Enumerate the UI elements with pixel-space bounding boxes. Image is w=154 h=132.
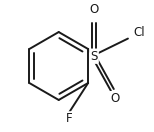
Text: F: F xyxy=(66,112,73,125)
Text: S: S xyxy=(90,50,98,63)
Text: O: O xyxy=(89,3,99,16)
Text: Cl: Cl xyxy=(133,25,145,39)
Text: O: O xyxy=(110,92,120,105)
